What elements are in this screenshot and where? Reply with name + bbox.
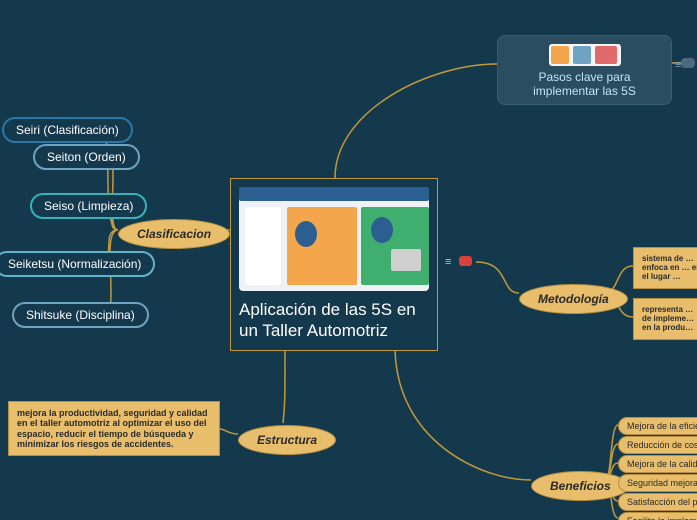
pill-seiketsu[interactable]: Seiketsu (Normalización) xyxy=(0,251,155,277)
beneficio-item-0-label: Mejora de la eficien… xyxy=(627,421,697,431)
beneficio-item-4-label: Satisfacción del per… xyxy=(627,497,697,507)
beneficio-item-4[interactable]: Satisfacción del per… xyxy=(618,493,697,511)
metodologia-node[interactable]: Metodología xyxy=(519,284,628,314)
metodologia-label: Metodología xyxy=(538,292,609,306)
metodologia-note-2-text: representa … de impleme… en la produ… xyxy=(642,305,694,332)
beneficio-item-1-label: Reducción de costo… xyxy=(627,440,697,450)
central-title: Aplicación de las 5S en un Taller Automo… xyxy=(239,299,429,342)
top-expand-icon[interactable]: ≡ xyxy=(675,60,680,71)
pill-seiton-label: Seiton (Orden) xyxy=(47,150,126,164)
pill-seiri[interactable]: Seiri (Clasificación) xyxy=(2,117,133,143)
beneficio-item-0[interactable]: Mejora de la eficien… xyxy=(618,417,697,435)
beneficio-item-3[interactable]: Seguridad mejorad… xyxy=(618,474,697,492)
estructura-note[interactable]: mejora la productividad, seguridad y cal… xyxy=(8,401,220,456)
metodologia-note-1-text: sistema de … enfoca en … en el lugar … xyxy=(642,254,697,281)
metodologia-note-2[interactable]: representa … de impleme… en la produ… xyxy=(633,298,697,340)
pill-seiketsu-label: Seiketsu (Normalización) xyxy=(8,257,141,271)
pill-seiso-label: Seiso (Limpieza) xyxy=(44,199,133,213)
top-steps-image xyxy=(549,44,621,66)
estructura-label: Estructura xyxy=(257,433,317,447)
beneficios-label: Beneficios xyxy=(550,479,611,493)
top-steps-label: Pasos clave para implementar las 5S xyxy=(533,70,636,98)
beneficio-item-1[interactable]: Reducción de costo… xyxy=(618,436,697,454)
beneficio-item-5-label: Facilita la implemen… xyxy=(627,516,697,520)
estructura-node[interactable]: Estructura xyxy=(238,425,336,455)
clasificacion-node[interactable]: Clasificacion xyxy=(118,219,230,249)
beneficio-item-5[interactable]: Facilita la implemen… xyxy=(618,512,697,520)
pill-seiton[interactable]: Seiton (Orden) xyxy=(33,144,140,170)
pill-shitsuke-label: Shitsuke (Disciplina) xyxy=(26,308,135,322)
central-image xyxy=(239,187,429,291)
video-icon[interactable] xyxy=(459,256,472,266)
clasificacion-label: Clasificacion xyxy=(137,227,211,241)
top-collapsed-stub[interactable] xyxy=(681,58,695,68)
beneficio-item-3-label: Seguridad mejorad… xyxy=(627,478,697,488)
beneficio-item-2[interactable]: Mejora de la calid… xyxy=(618,455,697,473)
estructura-note-text: mejora la productividad, seguridad y cal… xyxy=(17,408,208,449)
pill-shitsuke[interactable]: Shitsuke (Disciplina) xyxy=(12,302,149,328)
metodologia-note-1[interactable]: sistema de … enfoca en … en el lugar … xyxy=(633,247,697,289)
pill-seiso[interactable]: Seiso (Limpieza) xyxy=(30,193,147,219)
central-node[interactable]: Aplicación de las 5S en un Taller Automo… xyxy=(230,178,438,351)
top-steps-node[interactable]: Pasos clave para implementar las 5S xyxy=(497,35,672,105)
beneficios-node[interactable]: Beneficios xyxy=(531,471,630,501)
expand-icon[interactable]: ≡ xyxy=(445,257,450,268)
pill-seiri-label: Seiri (Clasificación) xyxy=(16,123,119,137)
beneficio-item-2-label: Mejora de la calid… xyxy=(627,459,697,469)
